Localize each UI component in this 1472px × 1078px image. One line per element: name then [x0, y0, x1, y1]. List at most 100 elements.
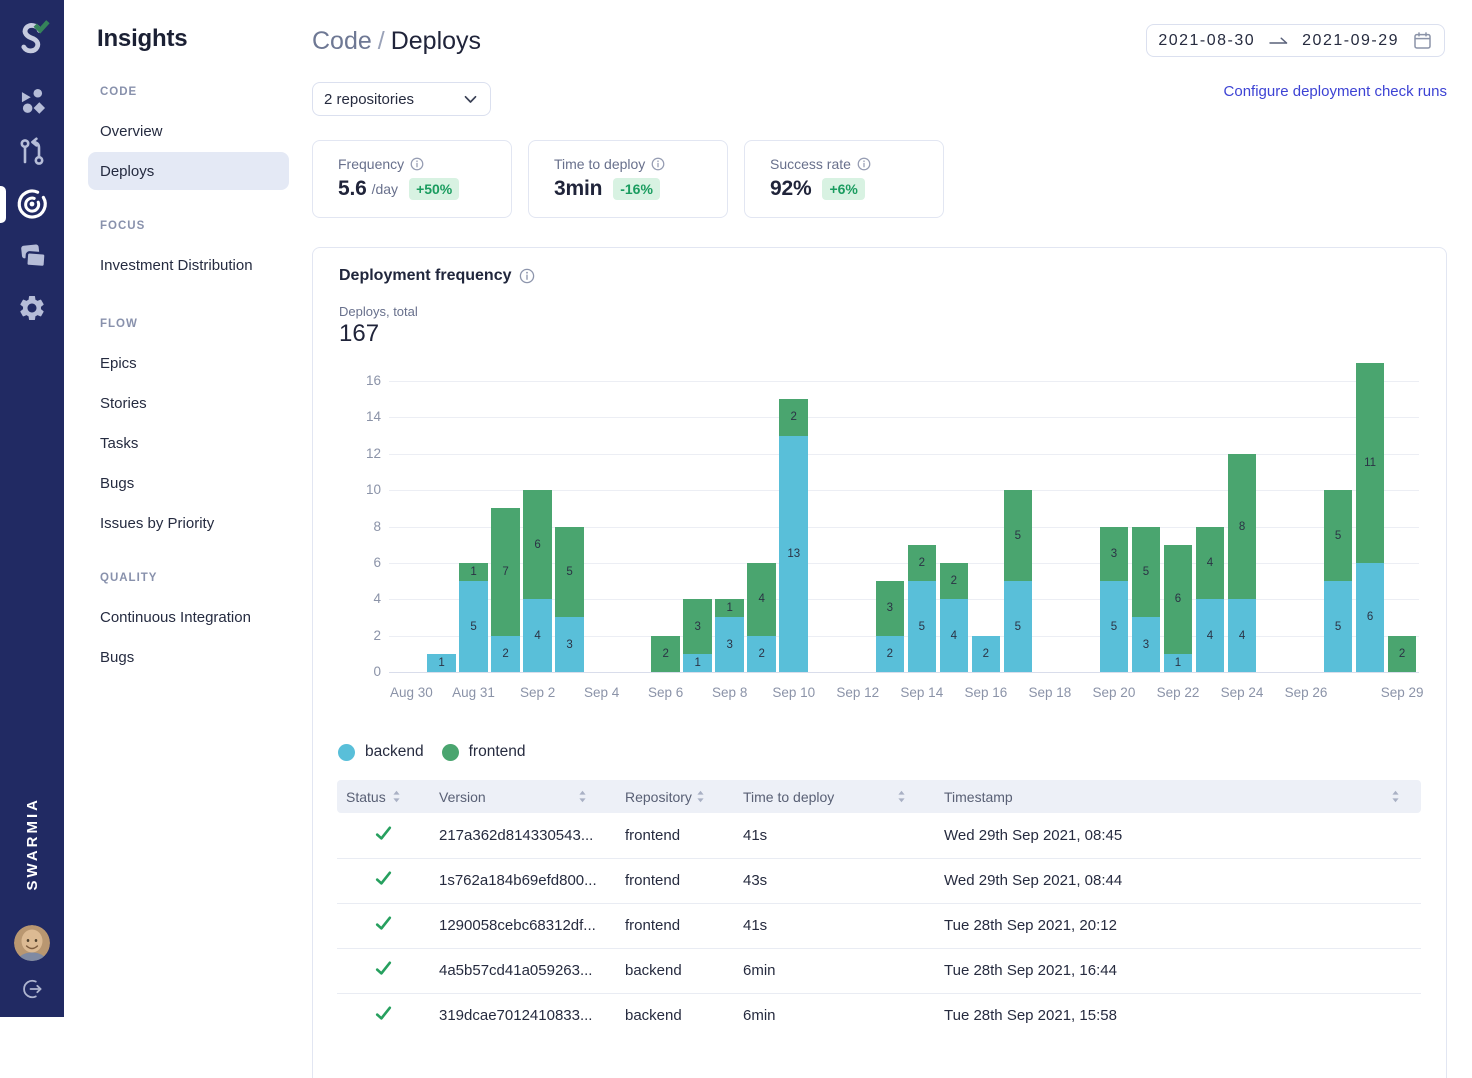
windows-icon[interactable]: [0, 239, 64, 273]
backend-segment: 4: [939, 599, 969, 672]
table-row[interactable]: 1s762a184b69efd800... frontend 43s Wed 29th…: [337, 857, 1421, 903]
sort-icon[interactable]: [897, 790, 906, 803]
table-row[interactable]: 217a362d814330543... frontend 41s Wed 29th …: [337, 813, 1421, 858]
sidebar-item-overview[interactable]: Overview: [100, 122, 163, 140]
metric-unit: /day: [371, 181, 399, 197]
repositories-select[interactable]: 2 repositories: [312, 82, 491, 116]
target-icon[interactable]: [0, 187, 64, 221]
legend-item-backend[interactable]: backend: [338, 743, 424, 761]
bar-aug-30[interactable]: 1: [427, 653, 456, 672]
column-header-label: Timestamp: [944, 788, 1013, 805]
date-range-picker[interactable]: 2021-08-30 2021-09-29: [1146, 24, 1445, 57]
bar-sep-10[interactable]: 13 2: [779, 399, 808, 672]
time-to-deploy-cell: 6min: [717, 992, 918, 1038]
metric-trend-badge: -16%: [613, 178, 660, 200]
configure-deployment-link[interactable]: Configure deployment check runs: [1223, 83, 1447, 100]
backend-segment: 5: [1323, 581, 1353, 672]
metric-card-frequency: Frequency 5.6/day +50%: [312, 140, 512, 218]
bar-sep-29[interactable]: 2: [1387, 635, 1417, 672]
sort-icon[interactable]: [578, 790, 587, 803]
success-check-icon: [375, 1006, 392, 1020]
table-row[interactable]: 1290058cebc68312df... frontend 41s Tue 28th…: [337, 902, 1421, 948]
timestamp-cell: Tue 28th Sep 2021, 20:12: [918, 902, 1421, 948]
table-row[interactable]: 4a5b57cd41a059263... backend 6min Tue 28th …: [337, 947, 1421, 993]
insights-nav: CODE Overview Deploys FOCUS Investment Distr…: [64, 86, 312, 676]
x-axis-tick-label: Sep 18: [1028, 684, 1072, 700]
column-header-repository[interactable]: Repository: [599, 780, 717, 813]
deploys-total: 167: [339, 320, 380, 347]
sort-icon[interactable]: [392, 790, 401, 803]
sidebar-item-issues-by-priority[interactable]: Issues by Priority: [100, 514, 215, 532]
avatar[interactable]: [14, 925, 50, 961]
nav-section-focus: FOCUS Investment Distribution: [64, 220, 312, 284]
sort-icon[interactable]: [696, 790, 705, 803]
info-icon[interactable]: [651, 157, 665, 171]
x-axis-tick-label: Sep 10: [772, 684, 816, 700]
brand-wordmark: SWARMIA: [23, 796, 41, 891]
legend-item-frontend[interactable]: frontend: [441, 743, 526, 761]
frontend-segment: 5: [555, 526, 584, 618]
toolbar: 2 repositories Configure deployment chec…: [312, 57, 1447, 116]
sidebar-item-bugs[interactable]: Bugs: [100, 474, 135, 492]
y-axis-tick-label: 12: [365, 445, 381, 461]
backend-segment: 2: [971, 635, 1001, 672]
bar-sep-16[interactable]: 2: [971, 635, 1001, 672]
bar-sep-6[interactable]: 2: [651, 635, 680, 672]
sidebar-item-deploys[interactable]: Deploys: [88, 152, 289, 190]
column-header-timestamp[interactable]: Timestamp: [918, 780, 1421, 813]
table-header-row: Status Version Repository Time to deploy Tim…: [337, 780, 1421, 813]
sidebar-item-investment-distribution[interactable]: Investment Distribution: [100, 256, 253, 274]
x-axis-tick-label: Sep 4: [583, 684, 620, 700]
x-axis-tick-label: Sep 8: [712, 684, 748, 700]
logout-icon[interactable]: [21, 978, 43, 1000]
column-header-label: Version: [439, 788, 486, 805]
frontend-segment: 2: [651, 635, 680, 672]
chart-legend: backend frontend: [338, 743, 1446, 761]
sidebar-item-stories[interactable]: Stories: [100, 394, 147, 412]
legend-dot: [338, 743, 355, 761]
table-row[interactable]: 319dcae7012410833... backend 6min Tue 28th …: [337, 992, 1421, 1038]
chevron-down-icon: [464, 95, 477, 103]
date-from[interactable]: 2021-08-30: [1158, 31, 1256, 49]
bar-sep-28[interactable]: 6 11: [1355, 362, 1385, 672]
info-icon[interactable]: [519, 268, 535, 284]
swarmia-logo[interactable]: [0, 20, 64, 56]
sort-icon[interactable]: [1391, 790, 1400, 803]
version-cell: 319dcae7012410833...: [413, 992, 599, 1038]
pull-request-icon[interactable]: [0, 135, 64, 169]
backend-segment: 3: [555, 617, 584, 672]
frontend-segment: 1: [459, 562, 488, 582]
column-header-version[interactable]: Version: [413, 780, 599, 813]
info-icon[interactable]: [857, 157, 871, 171]
sidebar-item-tasks[interactable]: Tasks: [100, 434, 139, 452]
shapes-icon[interactable]: [0, 83, 64, 117]
sidebar-item-epics[interactable]: Epics: [100, 354, 137, 372]
breadcrumb-parent[interactable]: Code: [312, 27, 372, 55]
backend-segment: 5: [1099, 581, 1129, 672]
sidebar-item-continuous-integration[interactable]: Continuous Integration: [100, 608, 251, 626]
column-header-status[interactable]: Status: [337, 780, 413, 813]
date-to[interactable]: 2021-09-29: [1302, 31, 1399, 49]
column-header-time-to-deploy[interactable]: Time to deploy: [717, 780, 918, 813]
info-icon[interactable]: [410, 157, 424, 171]
status-cell: [337, 813, 413, 858]
gear-icon[interactable]: [0, 291, 64, 325]
sidebar-item-bugs[interactable]: Bugs: [100, 648, 135, 666]
